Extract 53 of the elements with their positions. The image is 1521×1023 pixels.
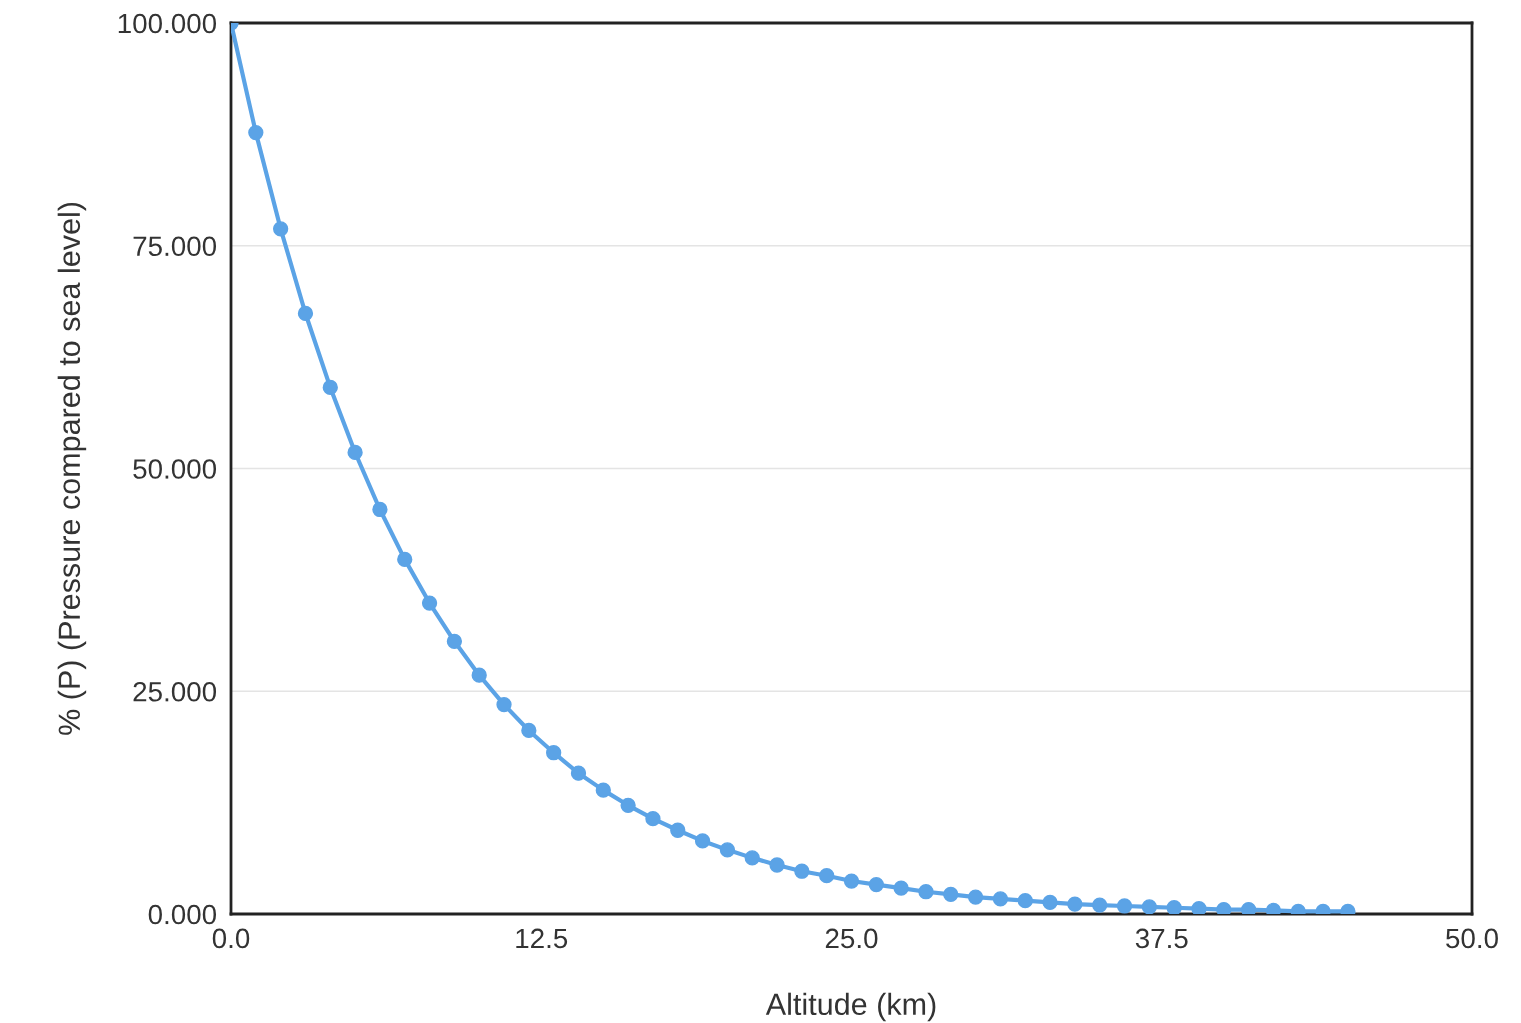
point <box>446 633 463 649</box>
point <box>992 891 1009 907</box>
point <box>273 221 289 237</box>
point <box>570 765 587 781</box>
point <box>794 863 810 879</box>
point <box>1216 901 1232 914</box>
point <box>868 876 884 893</box>
point <box>421 595 438 611</box>
point <box>1017 892 1033 909</box>
point <box>769 857 785 873</box>
point <box>496 696 512 713</box>
point <box>1191 901 1207 914</box>
point <box>893 880 909 896</box>
point <box>943 886 959 903</box>
point <box>719 842 736 858</box>
point <box>1092 897 1108 913</box>
point <box>843 873 860 889</box>
point <box>744 850 760 866</box>
y-tick-label: 0.000 <box>148 904 217 925</box>
point <box>620 797 636 813</box>
x-tick-label: 37.5 <box>1135 928 1188 949</box>
point <box>819 868 835 884</box>
point <box>645 811 661 827</box>
point <box>546 745 562 761</box>
point <box>322 379 338 396</box>
point <box>347 444 363 461</box>
y-tick-label: 100.000 <box>118 13 217 34</box>
point <box>1116 898 1133 914</box>
point <box>1166 900 1182 914</box>
point <box>521 722 537 739</box>
point <box>1067 896 1083 912</box>
y-tick-label: 75.000 <box>133 236 217 257</box>
point <box>397 551 413 568</box>
point <box>595 782 611 798</box>
point <box>670 822 686 838</box>
point <box>471 667 487 683</box>
x-tick-label: 25.0 <box>825 928 878 949</box>
point <box>694 833 711 849</box>
y-tick-label: 25.000 <box>133 681 217 702</box>
point <box>297 305 314 322</box>
point <box>372 501 388 518</box>
point <box>1042 894 1058 911</box>
y-tick-label: 50.000 <box>133 459 217 479</box>
point <box>1141 899 1157 914</box>
x-tick-label: 12.5 <box>516 928 568 949</box>
x-axis-title: Altitude (km) <box>765 992 936 1022</box>
x-tick-label: 0.0 <box>212 928 250 949</box>
y-axis-title: % (P) (Pressure compared to sea level) <box>57 202 87 735</box>
point <box>918 884 934 900</box>
x-tick-label: 50.0 <box>1446 928 1498 949</box>
point <box>967 889 984 905</box>
point <box>1240 901 1257 914</box>
point <box>248 124 264 141</box>
